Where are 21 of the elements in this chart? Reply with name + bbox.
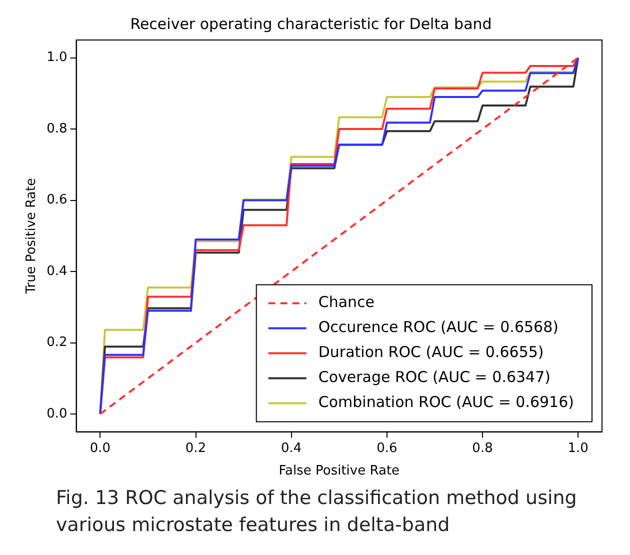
legend-label: Coverage ROC (AUC = 0.6347) [318, 368, 550, 386]
x-tick-label: 0.6 [376, 440, 398, 456]
y-tick-label: 0.6 [46, 192, 68, 208]
x-axis-title: False Positive Rate [278, 464, 400, 479]
legend-label: Duration ROC (AUC = 0.6655) [318, 343, 544, 362]
caption: Fig. 13 ROC analysis of the classification method using various microstate features in delta-band [55, 486, 578, 538]
y-tick-label: 0.8 [46, 121, 68, 136]
y-tick-label: 1.0 [46, 50, 68, 66]
x-tick-label: 0.4 [281, 440, 302, 456]
chart-title: Receiver operating characteristic for Delta band [130, 14, 492, 33]
y-tick-label: 0.2 [46, 335, 68, 350]
x-tick-label: 0.8 [472, 440, 493, 456]
x-tick-label: 0.2 [185, 440, 206, 456]
legend-label: Chance [318, 293, 375, 312]
y-tick-label: 0.4 [46, 264, 68, 279]
x-tick-label: 1.0 [568, 440, 588, 456]
legend-label: Occurence ROC (AUC = 0.6568) [318, 318, 558, 336]
y-axis-title: True Positive Rate [24, 178, 40, 295]
y-tick-label: 0.0 [46, 406, 68, 422]
x-tick-label: 0.0 [90, 440, 111, 456]
legend-label: Combination ROC (AUC = 0.6916) [318, 393, 574, 412]
